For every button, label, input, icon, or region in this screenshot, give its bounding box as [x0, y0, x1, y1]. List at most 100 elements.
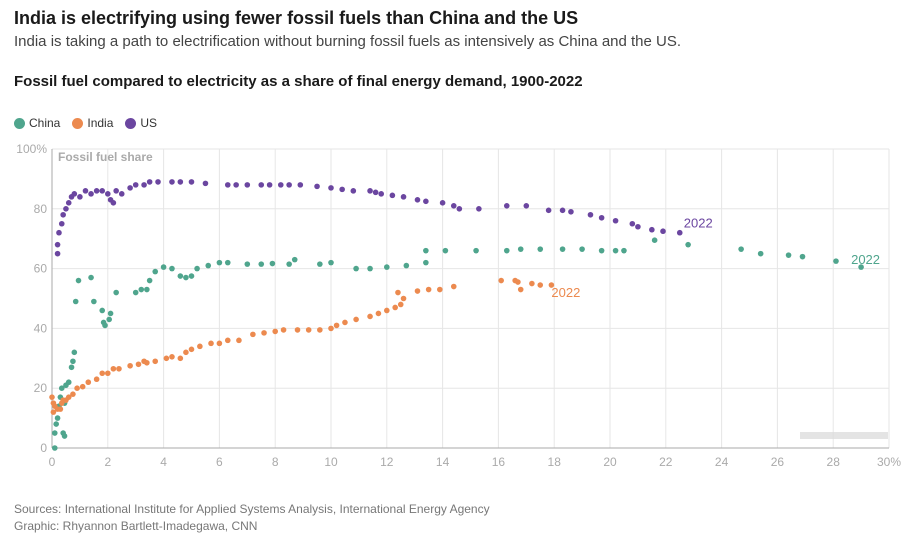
data-point-us	[58, 220, 65, 227]
data-point-us	[177, 179, 184, 185]
data-point-china	[102, 322, 108, 329]
data-point-us	[88, 191, 94, 197]
data-point-india	[127, 362, 133, 369]
data-point-us	[277, 182, 284, 188]
x-tick-label: 10	[324, 455, 338, 469]
data-point-us	[113, 188, 119, 194]
data-point-india	[280, 327, 287, 333]
data-point-india	[169, 354, 175, 360]
data-point-us	[202, 180, 209, 187]
data-point-us	[188, 179, 195, 185]
data-point-india	[50, 409, 57, 415]
data-point-china	[61, 433, 68, 439]
data-point-china	[160, 264, 167, 270]
data-point-china	[258, 261, 265, 267]
data-point-china	[152, 268, 159, 275]
data-point-india	[250, 331, 256, 338]
data-point-china	[132, 289, 139, 296]
data-point-china	[738, 246, 744, 252]
data-point-china	[113, 289, 119, 296]
data-point-us	[328, 185, 334, 191]
x-tick-label: 8	[272, 455, 279, 469]
data-point-india	[188, 346, 195, 353]
x-tick-label: 22	[659, 455, 673, 469]
legend-label: US	[140, 116, 158, 130]
chart-title: Fossil fuel compared to electricity as a…	[14, 73, 583, 90]
data-point-china	[58, 385, 65, 392]
data-point-us	[414, 197, 421, 203]
data-point-us	[367, 188, 373, 194]
data-point-china	[517, 246, 524, 252]
legend-swatch	[125, 117, 137, 129]
data-point-india	[144, 359, 150, 366]
data-point-india	[57, 406, 64, 412]
data-point-us	[439, 200, 446, 206]
data-point-us	[456, 206, 463, 212]
data-point-us	[476, 206, 482, 212]
data-point-china	[99, 307, 106, 314]
data-point-us	[559, 207, 566, 214]
end-label-india: 2022	[551, 285, 580, 300]
x-tick-label: 30%	[877, 455, 901, 469]
data-point-us	[65, 200, 72, 206]
data-point-india	[333, 322, 340, 329]
data-point-us	[169, 179, 175, 185]
data-point-china	[68, 364, 75, 371]
data-point-china	[53, 421, 59, 427]
end-label-china: 2022	[851, 252, 880, 267]
data-point-us	[297, 182, 304, 188]
data-point-india	[224, 337, 231, 344]
data-point-china	[107, 310, 114, 317]
data-point-india	[65, 394, 72, 400]
data-point-us	[82, 188, 89, 194]
data-point-china	[183, 274, 189, 281]
y-tick-label: 20	[34, 381, 48, 395]
data-point-india	[342, 319, 348, 326]
data-point-india	[400, 295, 407, 302]
data-point-india	[216, 340, 223, 347]
data-point-china	[244, 261, 251, 267]
data-point-india	[517, 286, 524, 293]
x-tick-label: 0	[49, 455, 56, 469]
data-point-china	[651, 237, 658, 243]
data-point-india	[152, 358, 159, 365]
data-point-china	[169, 265, 175, 272]
legend-swatch	[72, 117, 84, 129]
data-point-us	[450, 203, 457, 209]
data-point-china	[88, 274, 94, 281]
data-point-us	[523, 203, 530, 209]
legend-item-india: India	[72, 116, 113, 130]
data-point-us	[56, 229, 62, 236]
data-point-china	[286, 261, 292, 267]
data-point-china	[621, 247, 627, 254]
x-tick-label: 26	[771, 455, 785, 469]
data-point-india	[317, 327, 323, 333]
data-point-us	[545, 207, 552, 214]
data-point-china	[317, 261, 323, 267]
y-tick-label: 40	[34, 321, 48, 335]
data-point-china	[70, 358, 76, 365]
data-point-us	[676, 229, 683, 236]
data-point-india	[85, 379, 92, 386]
legend-label: India	[87, 116, 114, 130]
data-point-us	[389, 192, 396, 199]
data-point-us	[155, 179, 161, 185]
data-point-us	[127, 185, 133, 191]
data-point-us	[99, 188, 106, 194]
data-point-china	[612, 247, 619, 254]
data-point-china	[403, 262, 410, 269]
data-point-us	[63, 206, 69, 212]
data-point-india	[498, 277, 504, 284]
data-point-china	[353, 265, 359, 272]
data-point-us	[118, 191, 125, 197]
data-point-china	[559, 246, 566, 252]
data-point-us	[612, 217, 619, 224]
x-tick-label: 14	[436, 455, 450, 469]
data-point-india	[397, 301, 404, 308]
data-point-china	[54, 415, 61, 421]
data-point-india	[425, 286, 432, 293]
data-point-us	[132, 182, 139, 188]
data-point-china	[205, 262, 212, 269]
data-point-china	[51, 430, 58, 436]
data-point-india	[294, 327, 301, 333]
